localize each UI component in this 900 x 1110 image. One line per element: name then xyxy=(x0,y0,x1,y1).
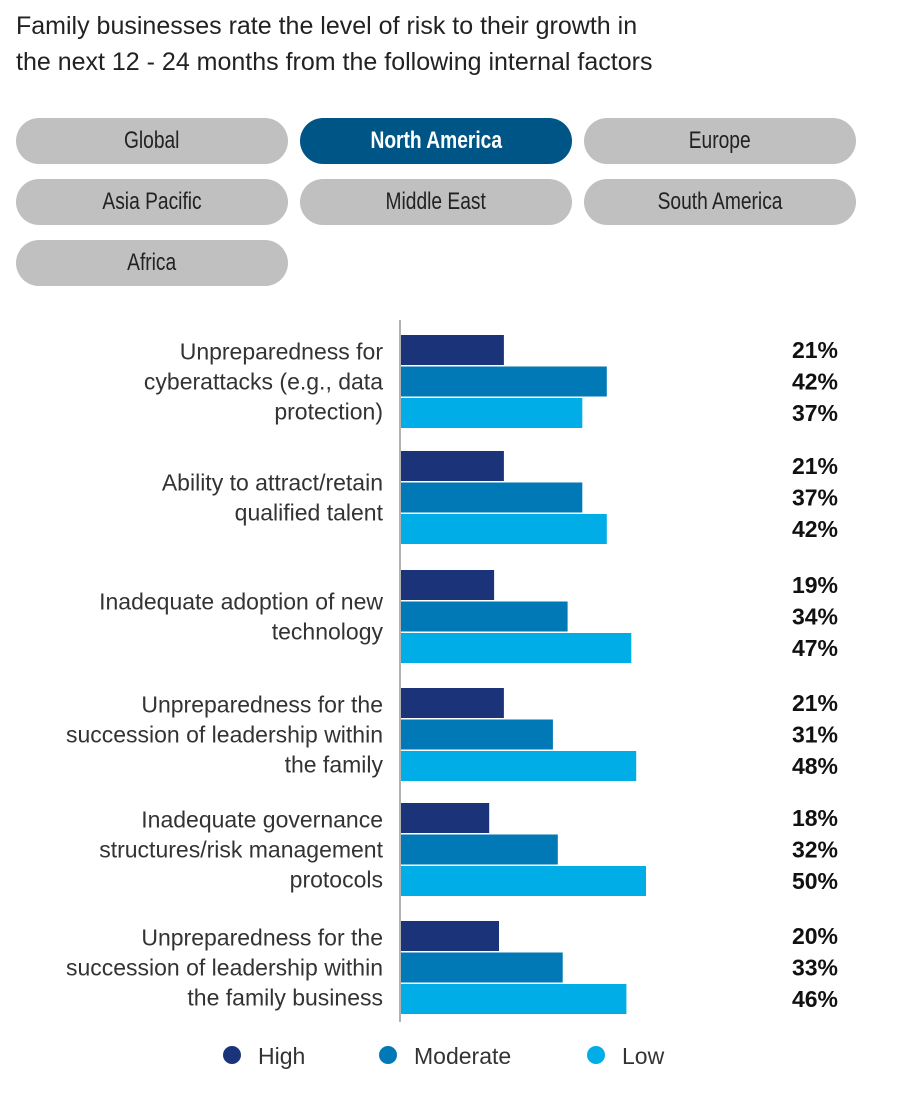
legend-label: Low xyxy=(622,1043,665,1069)
chart-title: Family businesses rate the level of risk… xyxy=(16,8,876,80)
bar-high xyxy=(401,451,504,481)
category-label: the family xyxy=(285,752,384,778)
region-button-label: North America xyxy=(370,127,502,154)
region-button-label: Europe xyxy=(689,127,751,154)
region-button-global[interactable]: Global xyxy=(16,118,288,164)
bar-high xyxy=(401,921,499,951)
region-button-label: Global xyxy=(124,127,180,154)
bar-moderate xyxy=(401,834,558,865)
region-button-asia-pacific[interactable]: Asia Pacific xyxy=(16,179,288,225)
bar-moderate xyxy=(401,601,568,632)
data-label: 19% xyxy=(792,572,838,598)
data-label: 33% xyxy=(792,955,838,981)
legend-marker-high xyxy=(223,1046,241,1064)
bar-high xyxy=(401,335,504,365)
category-label: Unpreparedness for the xyxy=(141,925,383,951)
region-button-label: Asia Pacific xyxy=(102,188,202,215)
region-button-label: Middle East xyxy=(385,188,487,215)
bar-moderate xyxy=(401,482,583,513)
region-button-label: Africa xyxy=(127,249,177,276)
region-button-north-america[interactable]: North America xyxy=(300,118,572,164)
data-label: 31% xyxy=(792,722,838,748)
bar-high xyxy=(401,570,495,600)
region-button-middle-east[interactable]: Middle East xyxy=(300,179,572,225)
title-line: the next 12 - 24 months from the followi… xyxy=(16,48,653,76)
data-label: 47% xyxy=(792,635,838,661)
category-label: the family business xyxy=(187,985,383,1011)
bar-low xyxy=(401,866,646,896)
region-button-south-america[interactable]: South America xyxy=(584,179,856,225)
data-label: 32% xyxy=(792,837,838,863)
region-button-europe[interactable]: Europe xyxy=(584,118,856,164)
category-label: succession of leadership within xyxy=(66,955,383,981)
legend-marker-moderate xyxy=(379,1046,397,1064)
category-label: Inadequate governance xyxy=(141,807,383,833)
data-label: 48% xyxy=(792,753,838,779)
category-label: Inadequate adoption of new xyxy=(99,589,383,615)
bar-moderate xyxy=(401,719,553,750)
category-label: cyberattacks (e.g., data xyxy=(144,369,383,395)
data-label: 42% xyxy=(792,369,838,395)
category-label: Ability to attract/retain xyxy=(162,470,383,496)
data-label: 18% xyxy=(792,805,838,831)
legend-label: Moderate xyxy=(414,1043,511,1069)
data-label: 21% xyxy=(792,453,838,479)
bar-moderate xyxy=(401,366,607,397)
data-label: 37% xyxy=(792,485,838,511)
category-label: technology xyxy=(272,619,384,645)
bar-high xyxy=(401,803,490,833)
data-label: 46% xyxy=(792,986,838,1012)
title-line: Family businesses rate the level of risk… xyxy=(16,12,638,40)
bar-low xyxy=(401,633,632,663)
bar-low xyxy=(401,751,637,781)
category-label: succession of leadership within xyxy=(66,722,383,748)
bar-low xyxy=(401,398,583,428)
bar-low xyxy=(401,514,607,544)
data-label: 21% xyxy=(792,337,838,363)
category-label: qualified talent xyxy=(235,500,384,526)
category-label: protocols xyxy=(290,867,383,893)
category-label: Unpreparedness for xyxy=(180,339,384,365)
category-label: structures/risk management xyxy=(99,837,383,863)
category-label: Unpreparedness for the xyxy=(141,692,383,718)
bar-low xyxy=(401,984,627,1014)
data-label: 42% xyxy=(792,516,838,542)
data-label: 50% xyxy=(792,868,838,894)
bar-moderate xyxy=(401,952,563,983)
category-label: protection) xyxy=(274,399,383,425)
data-label: 21% xyxy=(792,690,838,716)
data-label: 34% xyxy=(792,604,838,630)
legend-marker-low xyxy=(587,1046,605,1064)
legend-label: High xyxy=(258,1043,305,1069)
data-label: 20% xyxy=(792,923,838,949)
data-label: 37% xyxy=(792,400,838,426)
region-button-label: South America xyxy=(657,188,783,215)
region-button-africa[interactable]: Africa xyxy=(16,240,288,286)
bar-high xyxy=(401,688,504,718)
